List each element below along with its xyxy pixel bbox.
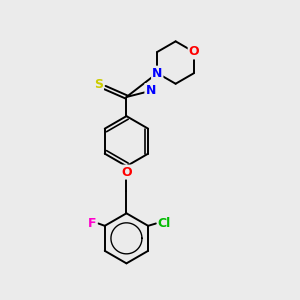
- Text: N: N: [146, 84, 156, 97]
- Text: F: F: [88, 217, 97, 230]
- Text: O: O: [189, 45, 199, 58]
- Text: S: S: [94, 78, 103, 91]
- Text: Cl: Cl: [158, 217, 171, 230]
- Text: N: N: [152, 67, 162, 80]
- Text: O: O: [121, 166, 132, 178]
